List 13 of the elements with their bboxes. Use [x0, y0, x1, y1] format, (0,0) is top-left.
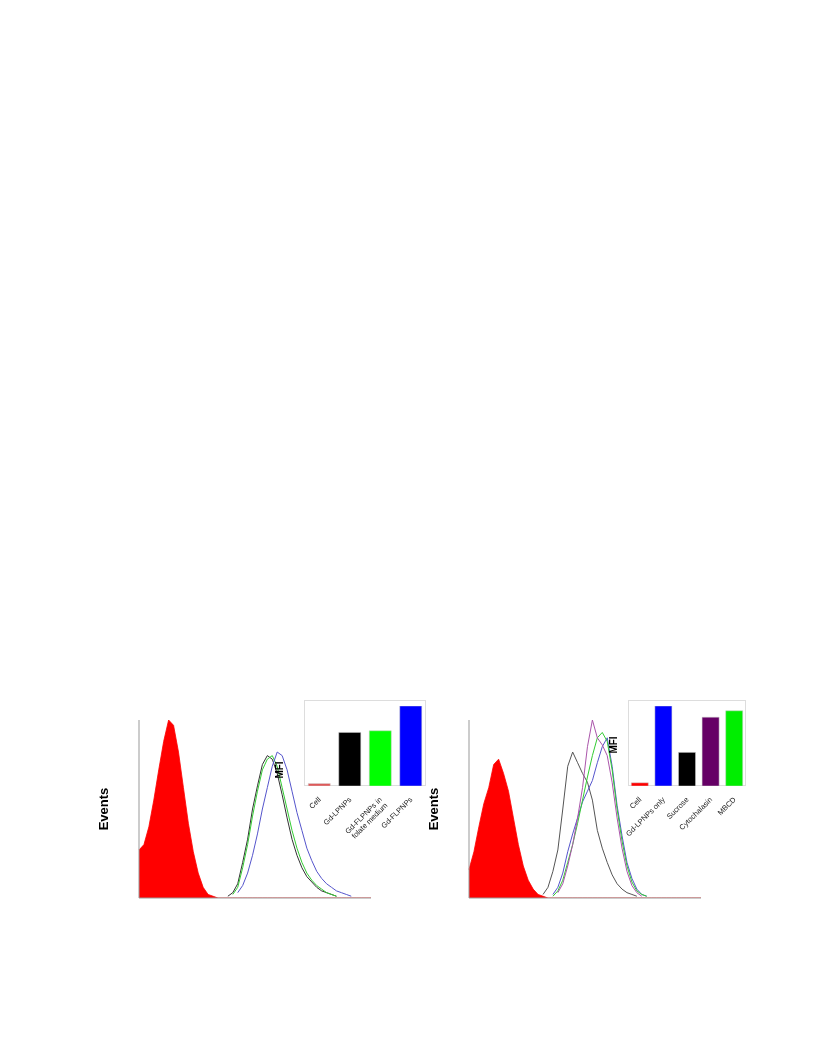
bar [725, 710, 743, 786]
bar [369, 730, 392, 786]
y-axis-title: Events [95, 787, 111, 831]
bar [308, 783, 331, 786]
bar [631, 782, 649, 786]
y-axis-title: Events [425, 787, 441, 831]
annotation: MFI [607, 736, 619, 754]
annotation: MFI [273, 761, 285, 779]
bar [701, 716, 720, 786]
bar [654, 706, 673, 786]
bar [338, 732, 362, 786]
bar [678, 752, 696, 786]
bar [399, 706, 423, 786]
